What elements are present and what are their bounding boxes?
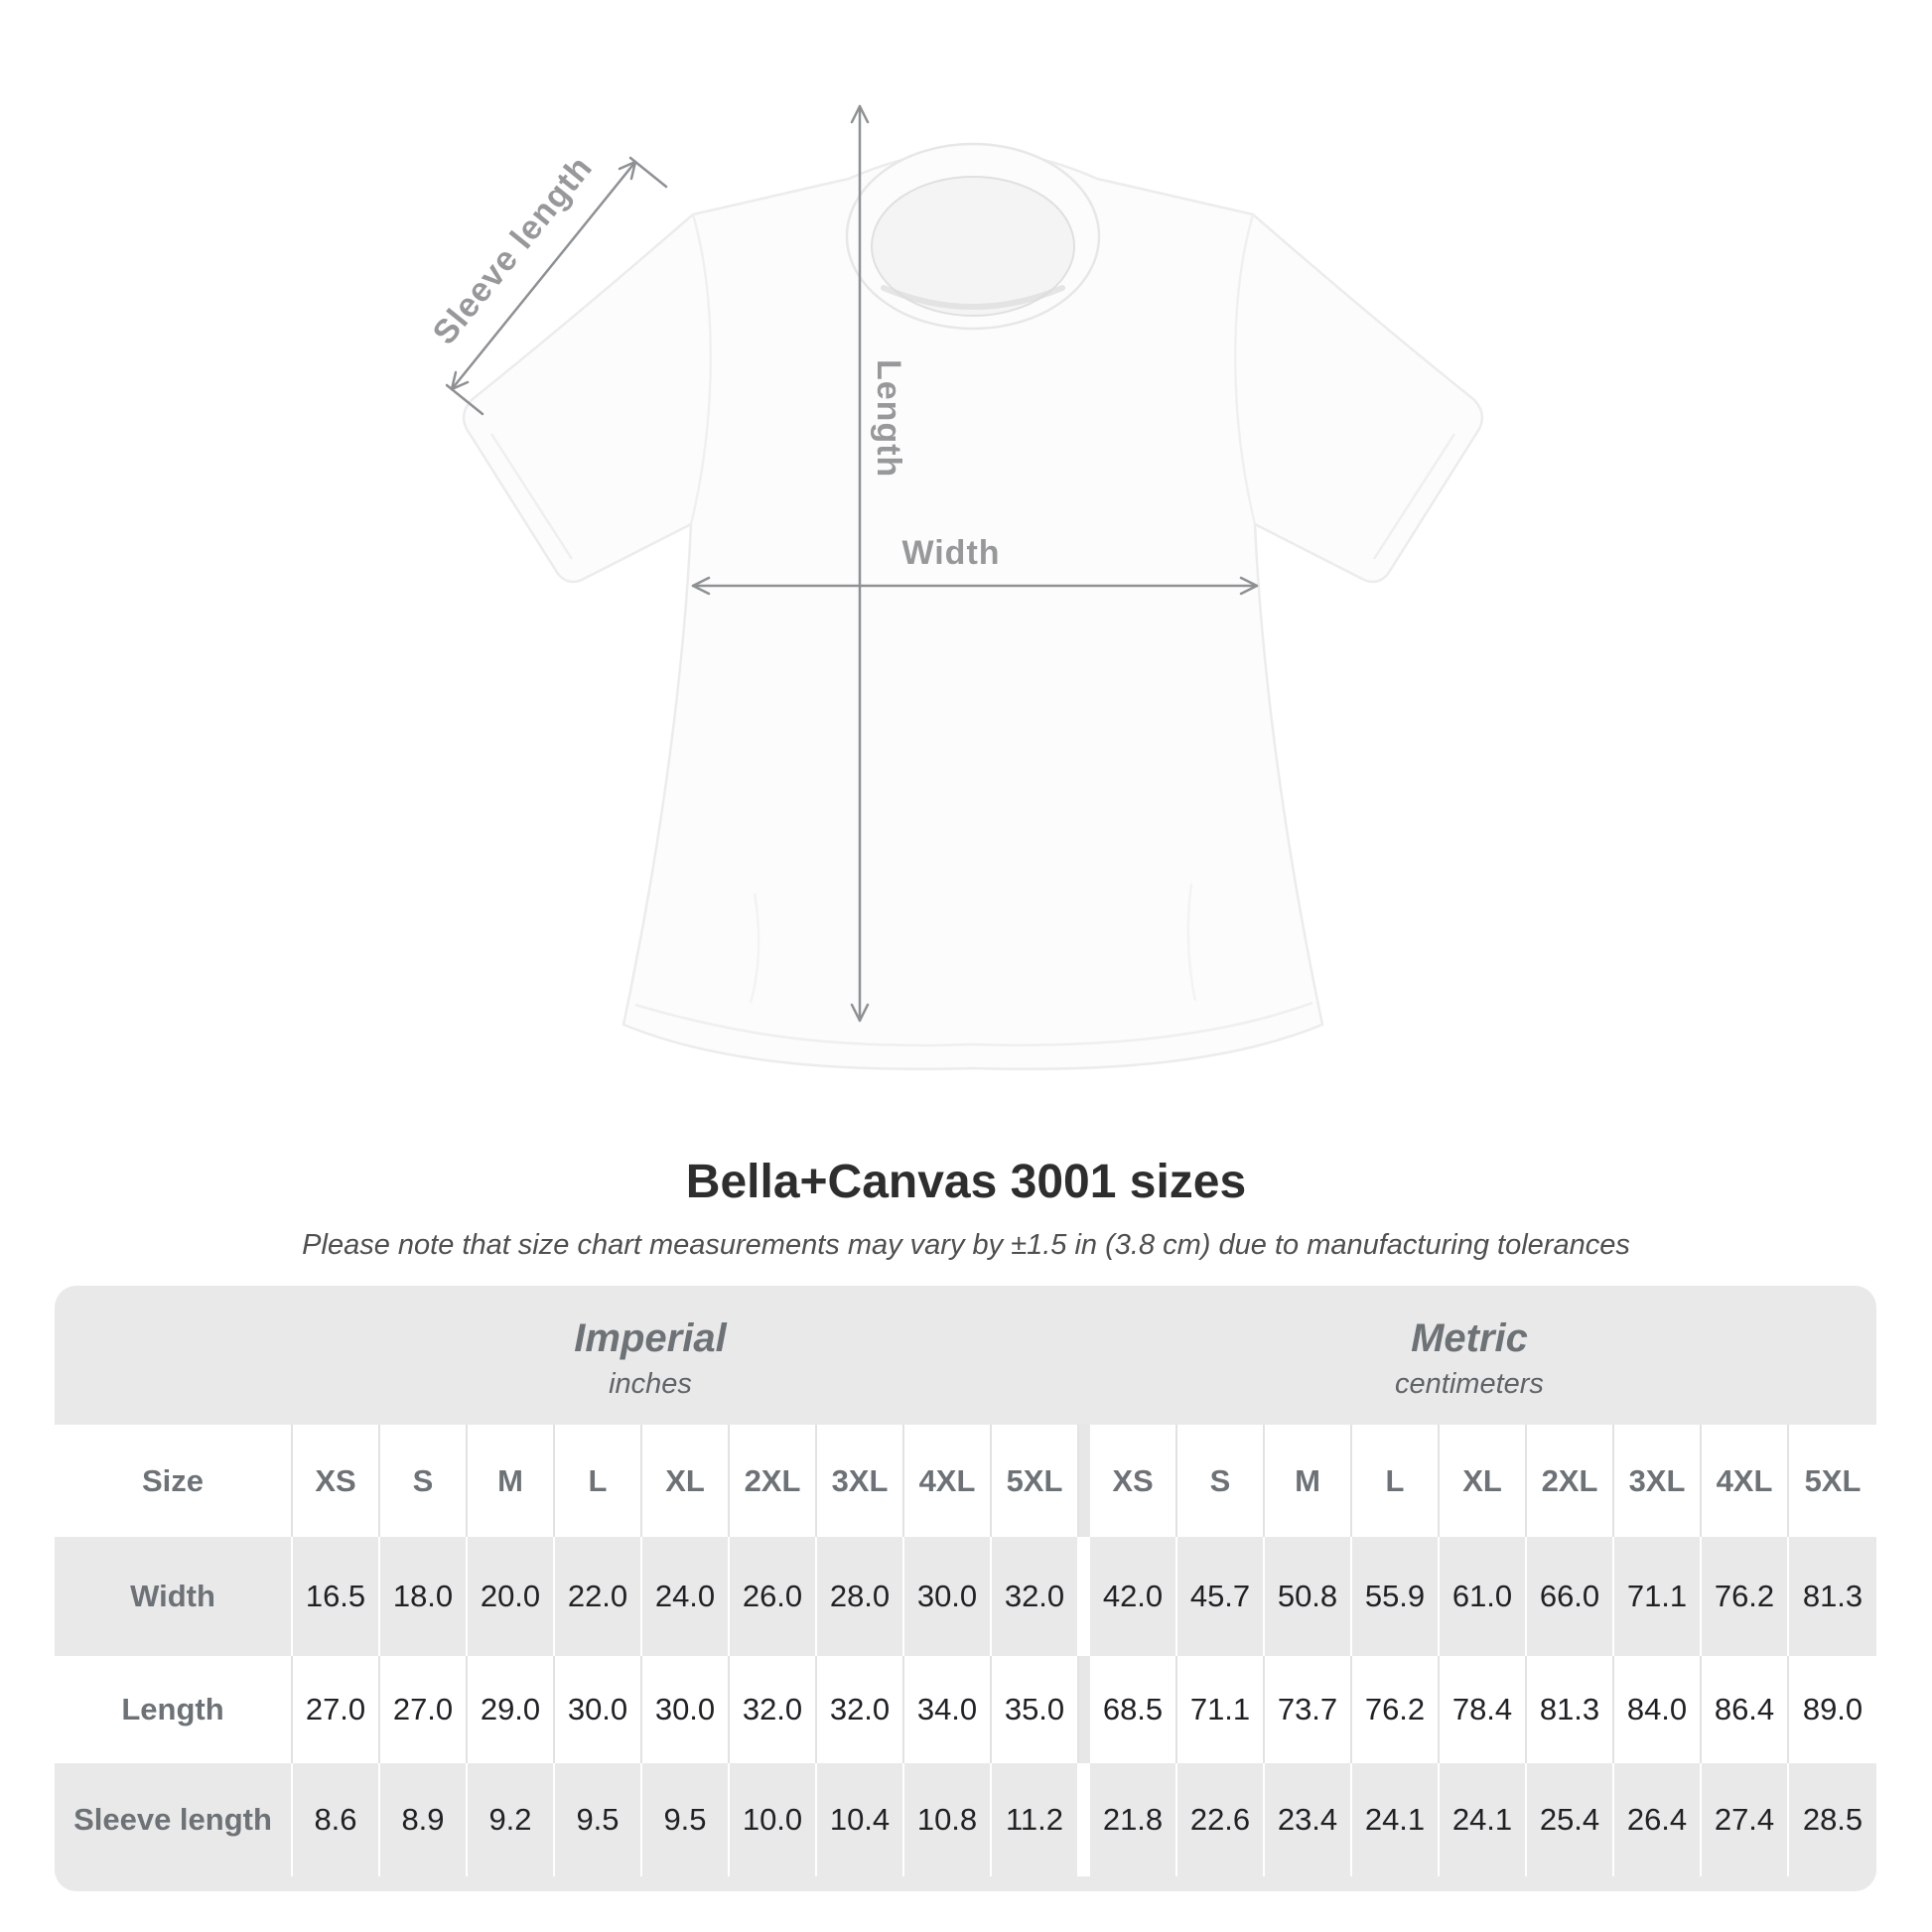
size-header-cell: 3XL	[1614, 1425, 1702, 1537]
width-value-cell: 71.1	[1614, 1537, 1702, 1656]
length-arrow: Length	[850, 104, 907, 1023]
size-header-cell: 2XL	[1527, 1425, 1614, 1537]
length-value-cell: 73.7	[1265, 1656, 1352, 1763]
size-header-cell: L	[555, 1425, 642, 1537]
width-arrow: Width	[691, 534, 1259, 596]
sleeve-length-value-cell: 24.1	[1440, 1763, 1527, 1876]
unit-header-band: Imperial inches Metric centimeters	[55, 1286, 1876, 1425]
size-header-cell: 4XL	[904, 1425, 992, 1537]
size-header-cell: 4XL	[1702, 1425, 1789, 1537]
sleeve-length-value-cell: 27.4	[1702, 1763, 1789, 1876]
unit-group-gap	[1079, 1425, 1090, 1537]
size-header-cell: XS	[293, 1425, 380, 1537]
row-label-length: Length	[55, 1656, 293, 1763]
unit-group-imperial: Imperial inches	[352, 1315, 948, 1401]
imperial-label: Imperial	[574, 1316, 727, 1360]
length-value-cell: 32.0	[730, 1656, 817, 1763]
length-value-cell: 27.0	[380, 1656, 468, 1763]
collar	[845, 142, 1101, 331]
sleeve-length-value-cell: 28.5	[1789, 1763, 1876, 1876]
width-value-cell: 45.7	[1177, 1537, 1265, 1656]
width-value-cell: 76.2	[1702, 1537, 1789, 1656]
row-label-width: Width	[55, 1537, 293, 1656]
size-header-cell: M	[468, 1425, 555, 1537]
length-value-cell: 71.1	[1177, 1656, 1265, 1763]
imperial-sublabel: inches	[609, 1368, 692, 1400]
sleeve-length-value-cell: 23.4	[1265, 1763, 1352, 1876]
tshirt-silhouette	[462, 142, 1484, 1071]
length-label: Length	[870, 359, 907, 478]
length-value-cell: 81.3	[1527, 1656, 1614, 1763]
unit-group-metric: Metric centimeters	[1172, 1315, 1767, 1401]
width-value-cell: 61.0	[1440, 1537, 1527, 1656]
size-header-cell: XS	[1090, 1425, 1177, 1537]
width-value-cell: 26.0	[730, 1537, 817, 1656]
sleeve-length-value-cell: 9.5	[642, 1763, 730, 1876]
length-value-cell: 78.4	[1440, 1656, 1527, 1763]
size-header-cell: XL	[1440, 1425, 1527, 1537]
sleeve-length-value-cell: 10.8	[904, 1763, 992, 1876]
sleeve-length-value-cell: 24.1	[1352, 1763, 1440, 1876]
size-header-cell: M	[1265, 1425, 1352, 1537]
width-value-cell: 22.0	[555, 1537, 642, 1656]
size-header-label: Size	[55, 1425, 293, 1537]
sleeve-length-value-cell: 10.4	[817, 1763, 904, 1876]
tshirt-diagram: Sleeve length Length Width	[426, 104, 1484, 1071]
sleeve-length-value-cell: 8.6	[293, 1763, 380, 1876]
length-value-cell: 35.0	[992, 1656, 1079, 1763]
metric-label: Metric	[1411, 1316, 1528, 1360]
size-header-cell: S	[1177, 1425, 1265, 1537]
size-header-cell: S	[380, 1425, 468, 1537]
width-value-cell: 28.0	[817, 1537, 904, 1656]
size-header-cell: 5XL	[1789, 1425, 1876, 1537]
length-value-cell: 76.2	[1352, 1656, 1440, 1763]
width-value-cell: 55.9	[1352, 1537, 1440, 1656]
sleeve-length-value-cell: 9.2	[468, 1763, 555, 1876]
size-grid: Size XS S M L XL 2XL 3XL 4XL 5XL XS S M L XL 2XL 3XL 4XL 5…	[55, 1425, 1876, 1876]
sleeve-length-value-cell: 9.5	[555, 1763, 642, 1876]
width-value-cell: 20.0	[468, 1537, 555, 1656]
size-header-cell: 3XL	[817, 1425, 904, 1537]
row-label-sleeve-length: Sleeve length	[55, 1763, 293, 1876]
length-value-cell: 86.4	[1702, 1656, 1789, 1763]
size-header-cell: 5XL	[992, 1425, 1079, 1537]
sleeve-length-value-cell: 11.2	[992, 1763, 1079, 1876]
sleeve-length-value-cell: 21.8	[1090, 1763, 1177, 1876]
length-value-cell: 34.0	[904, 1656, 992, 1763]
unit-group-gap	[1079, 1656, 1090, 1763]
length-value-cell: 29.0	[468, 1656, 555, 1763]
width-value-cell: 66.0	[1527, 1537, 1614, 1656]
unit-group-gap	[1079, 1763, 1090, 1876]
size-table: Imperial inches Metric centimeters Size X…	[55, 1286, 1876, 1891]
length-value-cell: 84.0	[1614, 1656, 1702, 1763]
length-value-cell: 32.0	[817, 1656, 904, 1763]
sleeve-length-value-cell: 22.6	[1177, 1763, 1265, 1876]
size-header-cell: L	[1352, 1425, 1440, 1537]
sleeve-length-value-cell: 26.4	[1614, 1763, 1702, 1876]
length-value-cell: 30.0	[555, 1656, 642, 1763]
metric-sublabel: centimeters	[1395, 1368, 1544, 1400]
size-header-cell: XL	[642, 1425, 730, 1537]
length-value-cell: 27.0	[293, 1656, 380, 1763]
width-value-cell: 50.8	[1265, 1537, 1352, 1656]
width-value-cell: 81.3	[1789, 1537, 1876, 1656]
unit-group-gap	[1079, 1537, 1090, 1656]
page-subtitle: Please note that size chart measurements…	[302, 1229, 1630, 1261]
width-value-cell: 24.0	[642, 1537, 730, 1656]
width-value-cell: 16.5	[293, 1537, 380, 1656]
length-value-cell: 68.5	[1090, 1656, 1177, 1763]
page-title: Bella+Canvas 3001 sizes	[685, 1156, 1247, 1208]
width-value-cell: 18.0	[380, 1537, 468, 1656]
length-value-cell: 89.0	[1789, 1656, 1876, 1763]
width-value-cell: 42.0	[1090, 1537, 1177, 1656]
length-value-cell: 30.0	[642, 1656, 730, 1763]
width-value-cell: 32.0	[992, 1537, 1079, 1656]
sleeve-length-value-cell: 10.0	[730, 1763, 817, 1876]
width-value-cell: 30.0	[904, 1537, 992, 1656]
width-label: Width	[901, 534, 1000, 572]
sleeve-length-value-cell: 25.4	[1527, 1763, 1614, 1876]
sleeve-length-value-cell: 8.9	[380, 1763, 468, 1876]
size-header-cell: 2XL	[730, 1425, 817, 1537]
